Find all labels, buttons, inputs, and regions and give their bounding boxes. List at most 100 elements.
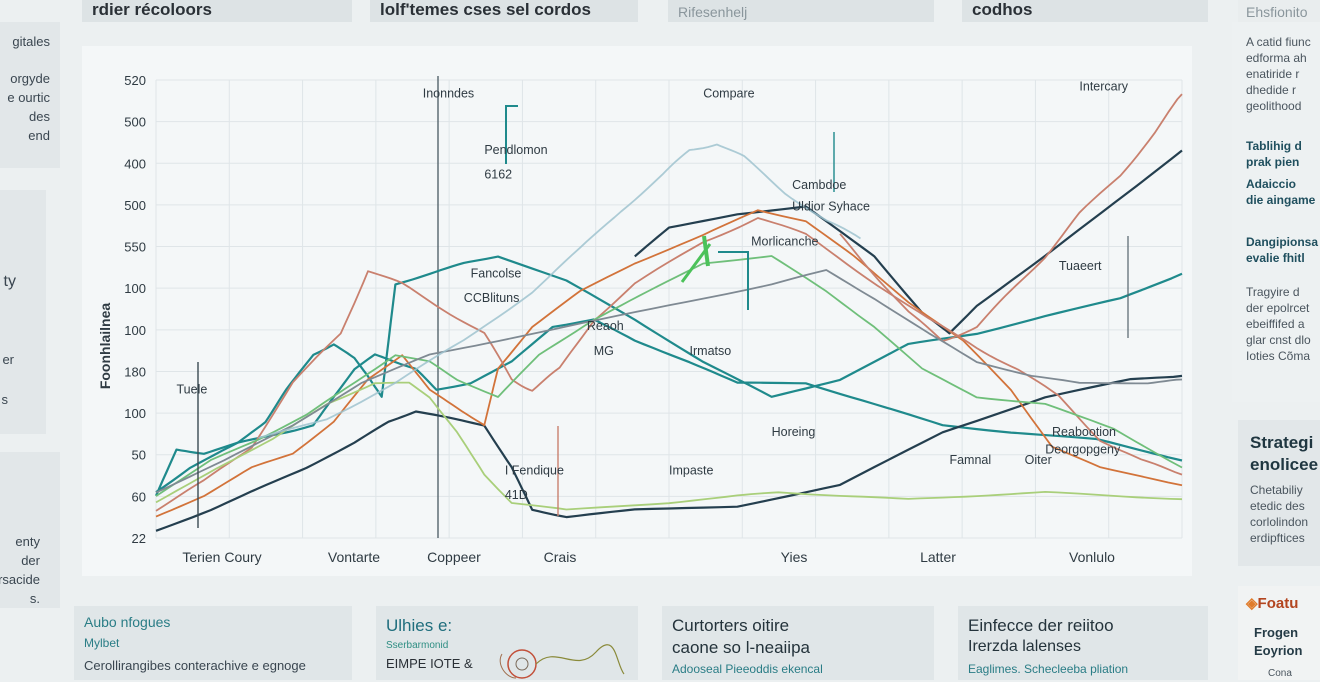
chart-annotation: Impaste bbox=[669, 464, 714, 478]
x-tick-label: Crais bbox=[544, 549, 577, 565]
y-axis-label: Foonhlailnea bbox=[97, 303, 113, 390]
chart-annotation: Tuaeert bbox=[1059, 259, 1102, 273]
right-text-2: Tragyire d der epolrcet ebeiffifed a glar c… bbox=[1246, 285, 1311, 363]
series-line-red_right bbox=[839, 93, 1183, 342]
left-card-2-line: er bbox=[2, 352, 14, 367]
chart-annotation: Inonndes bbox=[423, 87, 474, 101]
chart-annotation: I Fendique bbox=[505, 464, 564, 478]
y-tick-label: 550 bbox=[124, 240, 146, 255]
right-heading-1: Tablihig d prak pien Adaiccio die aingame bbox=[1246, 139, 1316, 207]
bottom-card-line: Cerollirangibes conterachive e egnoge bbox=[84, 658, 306, 673]
chart-annotation: 41D bbox=[505, 488, 528, 502]
chart-annotation: Uldior Syhace bbox=[792, 199, 870, 213]
chart-annotation: Irmatso bbox=[690, 344, 732, 358]
x-tick-label: Coppeer bbox=[427, 549, 481, 565]
strategy-title: Strategi enolicee bbox=[1250, 433, 1319, 474]
bottom-card-sub: Mylbet bbox=[84, 636, 120, 650]
chart-annotation: Famnal bbox=[949, 453, 991, 467]
right-strategy-card[interactable]: Strategi enolicee Chetabiliy etedic des cor… bbox=[1238, 420, 1320, 566]
chart-annotation: Intercary bbox=[1079, 80, 1128, 94]
strategy-text: Chetabiliy etedic des corlolindon erdipftic… bbox=[1250, 483, 1309, 545]
chart-annotation: Reaoh bbox=[587, 319, 624, 333]
tab-label: Ehsfionito bbox=[1246, 4, 1308, 20]
right-feature-card[interactable]: ◈Foatu Frogen Eoyrion Cona bbox=[1238, 586, 1320, 680]
chart-series bbox=[154, 93, 1183, 532]
chart-annotation: CCBlituns bbox=[464, 291, 520, 305]
feature-icon: ◈ bbox=[1246, 595, 1258, 612]
chart-annotation: Tuele bbox=[177, 383, 208, 397]
bottom-card-3[interactable]: Curtorters oitire caone so l-neaiipa Ado… bbox=[662, 606, 934, 680]
feature-lines: Frogen Eoyrion bbox=[1254, 625, 1303, 658]
y-tick-label: 50 bbox=[132, 448, 146, 463]
series-line-teal_lower bbox=[154, 318, 1183, 497]
bottom-card-line: Adooseal Pieeoddis ekencal bbox=[672, 662, 823, 676]
bottom-card-title: Aubo nfogues bbox=[84, 614, 171, 630]
bottom-card-line: Sserbarmonid bbox=[386, 640, 449, 651]
tab-recolors[interactable]: rdier récoloors bbox=[82, 0, 352, 22]
chart-annotation: 6162 bbox=[484, 168, 512, 182]
bottom-card-line: Eaglimes. Schecleeba pliation bbox=[968, 662, 1129, 676]
chart-annotation: MG bbox=[594, 344, 614, 358]
chart-annotation: Morlicanche bbox=[751, 235, 818, 249]
left-card-2-title: ty bbox=[3, 273, 16, 290]
right-heading-2: Dangipionsa evalie fhitl bbox=[1246, 235, 1319, 265]
bottom-card-title: Curtorters oitire bbox=[672, 616, 790, 635]
left-card-2: ty er s bbox=[0, 190, 46, 434]
chart-annotation: Deorgopgeny bbox=[1045, 442, 1121, 456]
y-tick-label: 500 bbox=[124, 198, 146, 213]
x-tick-label: Latter bbox=[920, 549, 956, 565]
right-panel: A catid fiunc edforma ah enatiride r dhedid… bbox=[1232, 22, 1320, 402]
series-line-lightblue bbox=[258, 143, 861, 439]
y-tick-label: 100 bbox=[124, 323, 146, 338]
callout-bracket bbox=[505, 105, 518, 164]
right-intro: A catid fiunc edforma ah enatiride r dhedid… bbox=[1246, 35, 1311, 113]
y-axis-ticks: 520 500 400 500 550 100 100 180 100 50 60 22 bbox=[124, 73, 146, 546]
bottom-card-1[interactable]: Aubo nfogues Mylbet Cerollirangibes cont… bbox=[74, 606, 352, 680]
bottom-card-title: Ulhies e: bbox=[386, 616, 453, 635]
y-tick-label: 500 bbox=[124, 115, 146, 130]
left-card-3: enty der rsacide s. bbox=[0, 452, 60, 608]
y-tick-label: 180 bbox=[124, 364, 146, 379]
bottom-card-title: Einfecce der reiitoo bbox=[968, 616, 1114, 635]
x-tick-label: Yies bbox=[781, 549, 808, 565]
y-tick-label: 400 bbox=[124, 156, 146, 171]
tab-ehsfionito[interactable]: Ehsfionito bbox=[1238, 0, 1320, 22]
tab-label: Rifesenhelj bbox=[678, 4, 748, 20]
line-chart: 520 500 400 500 550 100 100 180 100 50 60 22 Terien… bbox=[82, 46, 1192, 576]
chart-annotation: Cambdoe bbox=[792, 178, 846, 192]
highlight-mark bbox=[702, 235, 710, 267]
tab-label: lolf'temes cses sel cordos bbox=[380, 0, 591, 19]
tab-referenced[interactable]: Rifesenhelj bbox=[668, 0, 934, 22]
bottom-card-2[interactable]: Ulhies e: Sserbarmonid EIMPE IOTE & bbox=[376, 606, 638, 680]
left-card-1-text: gitales orgyde e ourtic des end bbox=[7, 34, 50, 143]
bottom-card-4[interactable]: Einfecce der reiitoo Irerzda lalenses Ea… bbox=[958, 606, 1208, 680]
y-tick-label: 60 bbox=[132, 489, 146, 504]
series-line-orange bbox=[155, 209, 1183, 518]
x-axis-ticks: Terien Coury Vontarte Coppeer Crais Yies Latt… bbox=[182, 549, 1115, 565]
chart-annotation: Reabootion bbox=[1052, 425, 1116, 439]
series-line-navy bbox=[155, 374, 1183, 532]
feature-title: ◈Foatu bbox=[1246, 595, 1299, 612]
chart-annotation: Oiter bbox=[1025, 453, 1052, 467]
x-tick-label: Terien Coury bbox=[182, 549, 261, 565]
tab-temes[interactable]: lolf'temes cses sel cordos bbox=[370, 0, 638, 22]
bottom-card-sub: EIMPE IOTE & bbox=[386, 656, 473, 671]
left-card-1: gitales orgyde e ourtic des end bbox=[0, 22, 60, 168]
y-tick-label: 100 bbox=[124, 406, 146, 421]
y-tick-label: 520 bbox=[124, 73, 146, 88]
tab-codhos[interactable]: codhos bbox=[962, 0, 1208, 22]
chart-annotation: Fancolse bbox=[471, 266, 522, 280]
x-tick-label: Vontarte bbox=[328, 549, 380, 565]
left-card-3-text: enty der rsacide s. bbox=[0, 534, 40, 606]
chart-annotation: Compare bbox=[703, 87, 754, 101]
series-line-gray bbox=[155, 269, 1183, 494]
bottom-card-sub: caone so l-neaiipa bbox=[672, 638, 810, 657]
series-line-lightgreen bbox=[155, 381, 1183, 511]
chart-markers bbox=[197, 105, 1129, 528]
callout-bracket bbox=[718, 251, 749, 310]
series-line-teal_main bbox=[155, 255, 1183, 494]
bottom-card-sub: Irerzda lalenses bbox=[968, 638, 1081, 655]
diagram-icon bbox=[499, 644, 625, 679]
tab-label: rdier récoloors bbox=[92, 0, 212, 19]
tab-label: codhos bbox=[972, 0, 1033, 19]
